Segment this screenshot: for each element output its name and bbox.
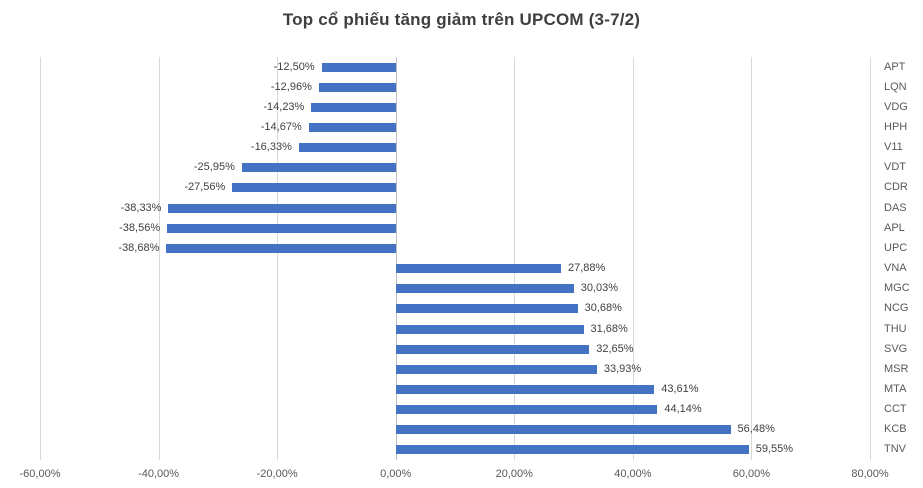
value-label-VNA: 27,88% <box>568 262 606 275</box>
gridline <box>514 57 516 460</box>
gridline <box>751 57 753 460</box>
category-label-MGC: MGC <box>884 282 910 295</box>
bar-MGC <box>395 284 574 294</box>
bar-VNA <box>395 264 561 274</box>
gridline <box>870 57 871 460</box>
x-axis-tick-label: -20,00% <box>256 468 298 480</box>
value-label-MSR: 33,93% <box>603 362 642 375</box>
bar-UPC <box>166 243 396 253</box>
gridline <box>158 57 160 460</box>
bar-DAS <box>168 203 396 213</box>
category-label-APT: APT <box>884 60 906 73</box>
category-label-TNV: TNV <box>884 443 906 456</box>
category-label-VNA: VNA <box>884 262 907 275</box>
bar-SVG <box>395 344 590 354</box>
value-label-HPH: -14,67% <box>260 121 302 134</box>
bar-V11 <box>298 143 396 153</box>
value-label-V11: -16,33% <box>250 141 292 154</box>
category-label-KCB: KCB <box>884 423 907 436</box>
value-label-DAS: -38,33% <box>120 201 162 214</box>
value-label-SVG: 32,65% <box>596 342 634 355</box>
x-axis-tick-label: -40,00% <box>138 468 180 480</box>
bar-VDG <box>311 102 396 112</box>
bar-APL <box>167 223 396 233</box>
x-axis-tick-label: 40,00% <box>614 468 652 480</box>
category-label-DAS: DAS <box>884 201 907 214</box>
category-label-VDG: VDG <box>884 100 908 113</box>
category-label-SVG: SVG <box>884 342 908 355</box>
gridline <box>277 57 279 460</box>
bar-APT <box>321 62 396 72</box>
x-axis-tick-label: 0,00% <box>380 468 412 480</box>
value-label-MGC: 30,03% <box>580 282 619 295</box>
value-label-NCG: 30,68% <box>584 302 622 315</box>
value-label-VDT: -25,95% <box>193 161 235 174</box>
category-label-UPC: UPC <box>884 241 908 254</box>
value-label-KCB: 56,48% <box>737 423 775 436</box>
bar-LQN <box>318 82 396 92</box>
bar-KCB <box>395 425 731 435</box>
bar-THU <box>395 324 584 334</box>
bar-VDT <box>241 163 396 173</box>
bar-TNV <box>395 445 749 455</box>
category-label-THU: THU <box>884 322 907 335</box>
category-label-VDT: VDT <box>884 161 906 174</box>
gridline <box>40 57 41 460</box>
category-label-CDR: CDR <box>884 181 908 194</box>
x-axis-tick-label: 80,00% <box>851 468 889 480</box>
value-label-APL: -38,56% <box>119 221 161 234</box>
x-axis-tick-label: -60,00% <box>19 468 61 480</box>
category-label-APL: APL <box>884 221 905 234</box>
bar-MSR <box>395 364 597 374</box>
zero-axis-line <box>395 57 397 460</box>
x-axis-tick-label: 60,00% <box>732 468 771 480</box>
plot-area <box>40 57 871 460</box>
category-label-CCT: CCT <box>884 403 907 416</box>
value-label-APT: -12,50% <box>273 60 315 73</box>
value-label-CCT: 44,14% <box>664 403 702 416</box>
bar-CCT <box>395 405 658 415</box>
value-label-VDG: -14,23% <box>263 100 305 113</box>
x-axis-tick-label: 20,00% <box>495 468 533 480</box>
value-label-UPC: -38,68% <box>118 241 160 254</box>
gridline <box>632 57 634 460</box>
value-label-CDR: -27,56% <box>184 181 226 194</box>
category-label-V11: V11 <box>884 141 903 154</box>
value-label-TNV: 59,55% <box>755 443 794 456</box>
bar-HPH <box>308 123 396 133</box>
value-label-MTA: 43,61% <box>661 382 699 395</box>
value-label-THU: 31,68% <box>590 322 628 335</box>
bar-NCG <box>395 304 578 314</box>
category-label-NCG: NCG <box>884 302 909 315</box>
category-label-MSR: MSR <box>884 362 909 375</box>
bar-MTA <box>395 384 655 394</box>
value-label-LQN: -12,96% <box>270 80 312 93</box>
category-label-MTA: MTA <box>884 382 907 395</box>
category-label-LQN: LQN <box>884 80 907 93</box>
chart-title: Top cổ phiếu tăng giảm trên UPCOM (3-7/2… <box>282 10 641 29</box>
category-label-HPH: HPH <box>884 121 908 134</box>
bar-CDR <box>232 183 396 193</box>
